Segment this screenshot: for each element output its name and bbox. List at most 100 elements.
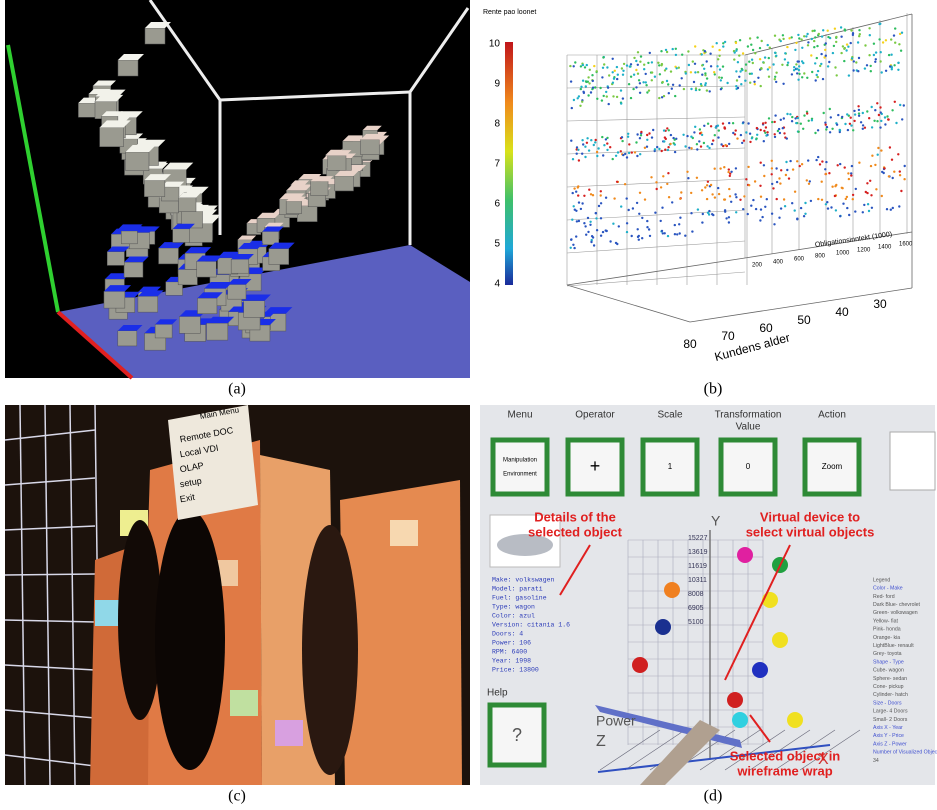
scatter-dot xyxy=(667,83,670,86)
legend-line: Grey- toyota xyxy=(873,651,902,657)
scatter-dot xyxy=(712,213,715,217)
scatter-dot xyxy=(815,56,818,60)
scatter-dot xyxy=(835,40,838,44)
scatter-dot xyxy=(603,144,606,147)
scatter-dot xyxy=(763,129,766,133)
scatter-dot xyxy=(682,87,686,91)
scatter-dot xyxy=(616,73,619,76)
scatter-dot xyxy=(587,230,590,234)
scatter-dot xyxy=(750,204,753,207)
scatter-dot xyxy=(796,160,799,163)
scatter-dot xyxy=(740,67,743,71)
legend-line: Shape - Type xyxy=(873,659,904,665)
scatter-dot xyxy=(705,89,709,92)
scatter-dot xyxy=(628,65,631,68)
scatter-dot xyxy=(775,54,778,57)
scatter-dot xyxy=(592,244,596,247)
scatter-dot xyxy=(790,73,794,76)
detail-line: Year: 1998 xyxy=(492,658,531,665)
cube-top xyxy=(290,180,310,185)
cube-top xyxy=(237,235,257,240)
scatter-dot xyxy=(802,61,805,65)
axis-label: Power xyxy=(596,713,636,729)
scatter-dot xyxy=(898,170,901,173)
cube-top xyxy=(227,279,252,285)
scatter-dot xyxy=(577,148,580,151)
scatter-dot xyxy=(713,167,716,170)
scatter-dot xyxy=(666,234,670,238)
scatter-dot xyxy=(807,41,810,44)
button-label: + xyxy=(590,456,601,476)
scatter-dot xyxy=(702,141,706,145)
scatter-dot xyxy=(898,174,902,177)
scatter-dot xyxy=(874,163,877,167)
scatter-dot xyxy=(782,37,785,41)
scatter-dot xyxy=(852,60,855,63)
scatter-dot xyxy=(870,105,873,109)
scatter-dot xyxy=(660,64,663,67)
scatter-dot xyxy=(586,137,589,140)
cube-top xyxy=(268,242,295,249)
scatter-dot xyxy=(615,95,619,99)
scatter-dot xyxy=(637,238,640,241)
scatter-dot xyxy=(762,61,765,64)
scatter-dot xyxy=(735,85,738,88)
scatter-dot xyxy=(700,189,704,192)
scatter-dot xyxy=(726,81,729,85)
scatter-dot xyxy=(766,43,769,47)
scatter-dot xyxy=(667,172,670,175)
scatter-dot xyxy=(870,126,874,129)
scatter-dot xyxy=(637,79,641,82)
color-tick-label: 5 xyxy=(494,239,500,250)
scatter-dot xyxy=(843,166,846,169)
scatter-dot xyxy=(601,66,605,70)
scatter-dot xyxy=(703,50,707,53)
scatter-dot xyxy=(604,196,608,199)
cube-top xyxy=(197,292,223,299)
scatter-dot xyxy=(625,222,629,225)
scatter-dot xyxy=(782,82,785,86)
scatter-dot xyxy=(701,212,704,216)
scatter-dot xyxy=(701,221,704,224)
scatter-dot xyxy=(599,217,603,220)
scatter-dot xyxy=(803,72,806,75)
scatter-dot xyxy=(590,139,593,142)
scatter-dot xyxy=(824,54,827,57)
scatter-dot xyxy=(879,60,882,63)
scatter-dot xyxy=(621,97,625,100)
scatter-dot xyxy=(589,223,592,226)
scatter-dot xyxy=(632,87,635,91)
scatter-dot xyxy=(703,67,706,71)
scatter-dot xyxy=(720,76,723,80)
scatter-dot xyxy=(710,142,714,146)
cube-front xyxy=(121,230,138,245)
scatter-dot xyxy=(730,170,733,173)
scatter-dot xyxy=(731,122,735,125)
scatter-dot xyxy=(727,168,730,171)
scatter-dot xyxy=(805,35,808,38)
scatter-dot xyxy=(690,87,693,91)
scatter-dot xyxy=(599,234,603,237)
scatter-dot xyxy=(646,219,649,223)
scatter-dot xyxy=(874,60,877,63)
scatter-dot xyxy=(814,131,817,135)
scatter-dot xyxy=(830,206,833,209)
scatter-dot xyxy=(670,87,673,90)
scatter-dot xyxy=(648,51,651,55)
scatter-dot xyxy=(778,38,781,41)
scatter-dot xyxy=(698,88,701,92)
scatter-dot xyxy=(832,44,836,48)
cube-top xyxy=(262,226,284,232)
scatter-dot xyxy=(754,207,758,211)
cube-front xyxy=(125,151,150,171)
scatter-dot xyxy=(805,179,808,182)
help-button-label: ? xyxy=(512,725,522,745)
scatter-dot xyxy=(612,77,616,80)
scatter-dot xyxy=(635,141,638,144)
scatter-dot xyxy=(853,109,856,113)
scatter-dot xyxy=(686,170,689,173)
scatter-dot xyxy=(819,64,822,68)
scatter-dot xyxy=(885,208,889,211)
scatter-dot xyxy=(673,233,677,236)
color-tick-label: 4 xyxy=(494,279,500,290)
